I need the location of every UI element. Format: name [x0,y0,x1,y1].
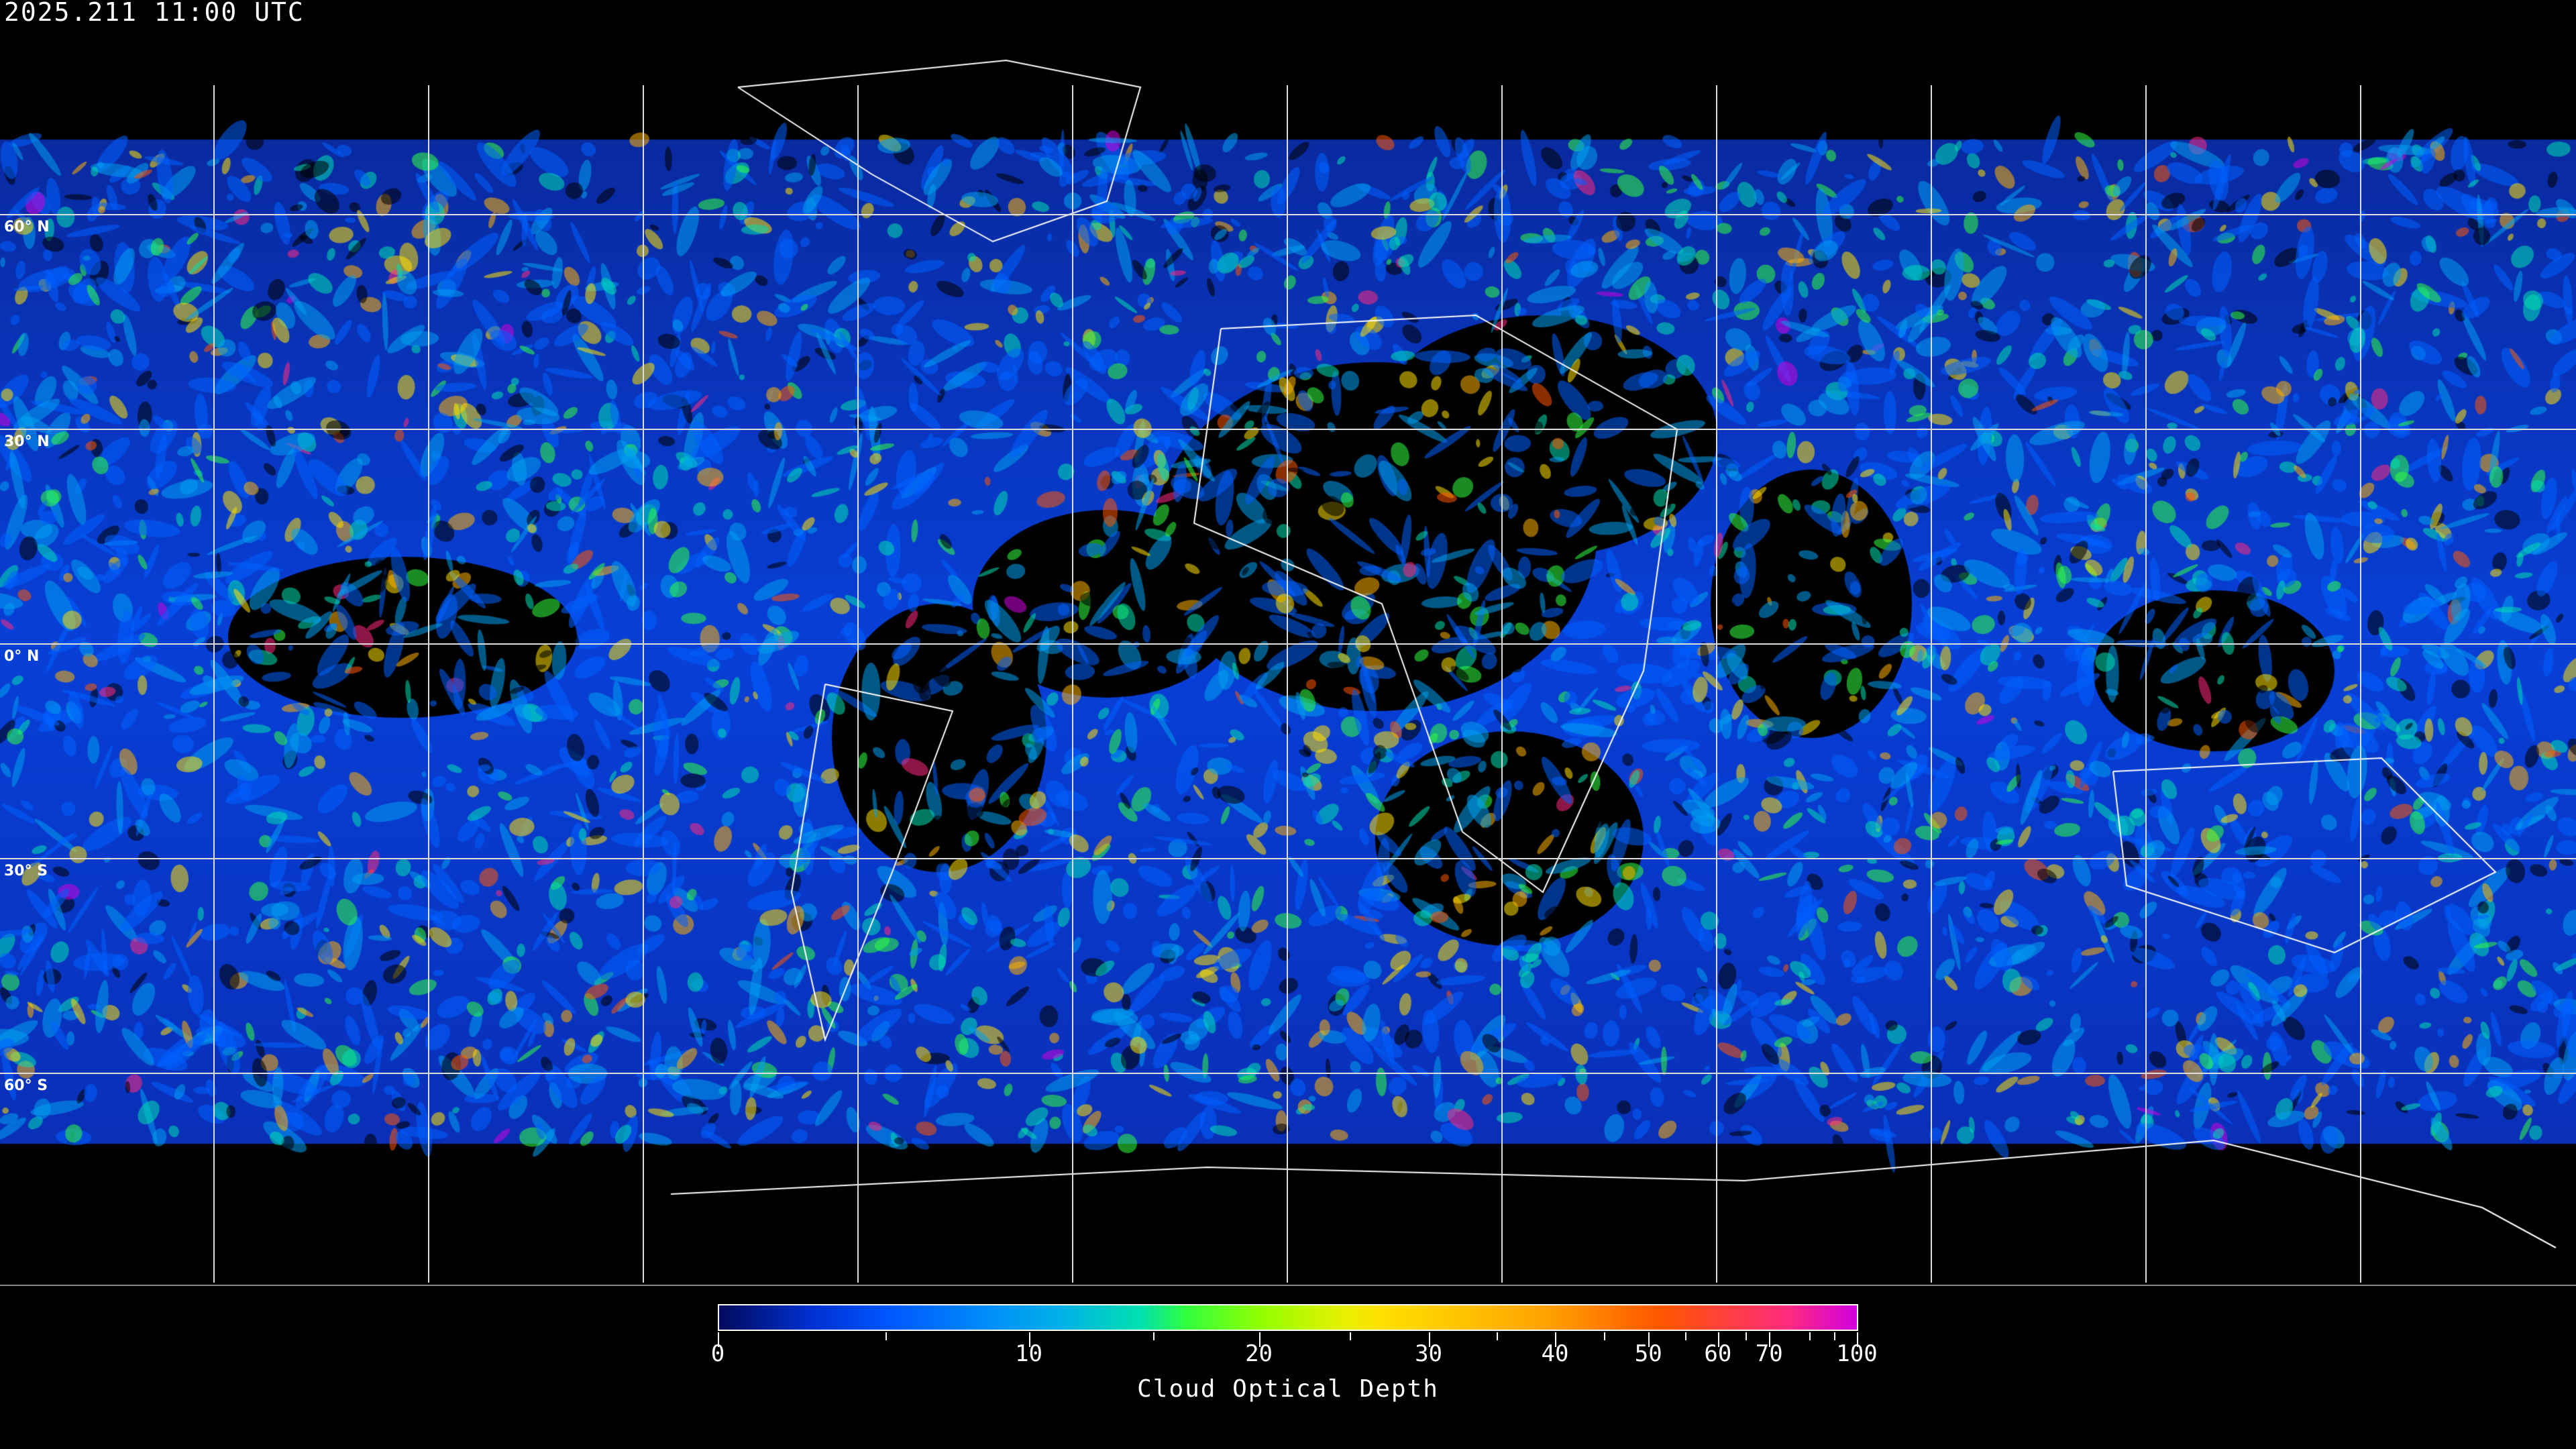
colorbar-tick-label: 100 [1836,1340,1878,1367]
longitude-gridline [2145,85,2147,1283]
colorbar-tick [1604,1332,1606,1340]
longitude-gridline [213,85,215,1283]
colorbar-tick-label: 60 [1704,1340,1732,1367]
colorbar-tick [1857,1332,1858,1347]
colorbar-tick-label: 50 [1634,1340,1662,1367]
colorbar-tick [1809,1332,1811,1340]
colorbar-tick [1258,1332,1260,1347]
timestamp: 2025.211 11:00 UTC [4,0,305,27]
lat-label-60s: 60° S [4,1077,48,1094]
lat-label-0: 0° N [4,648,40,665]
lat-label-30n: 30° N [4,433,50,450]
colorbar-tick-label: 30 [1415,1340,1443,1367]
colorbar-tick [1684,1332,1686,1340]
colorbar-tick [1555,1332,1557,1347]
latitude-gridline [0,1073,2576,1074]
map-bottom-border [0,1285,2576,1286]
colorbar-tick-label: 10 [1015,1340,1043,1367]
latitude-gridline [0,858,2576,859]
colorbar-tick-label: 70 [1755,1340,1783,1367]
lat-label-60n: 60° N [4,219,50,235]
colorbar-tick-label: 20 [1245,1340,1273,1367]
colorbar-tick [1028,1332,1030,1347]
colorbar-tick-label: 0 [710,1340,725,1367]
latitude-gridline [0,643,2576,645]
longitude-gridline [428,85,429,1283]
colorbar-tick [1428,1332,1430,1347]
colorbar-tick [885,1332,887,1340]
longitude-gridline [1072,85,1073,1283]
longitude-gridline [1501,85,1503,1283]
longitude-gridline [643,85,644,1283]
colorbar-tick [1648,1332,1650,1347]
lat-label-30s: 30° S [4,863,48,879]
latitude-gridline [0,214,2576,215]
colorbar-tick [1769,1332,1771,1347]
colorbar-title: Cloud Optical Depth [1137,1375,1439,1403]
longitude-gridline [1716,85,1717,1283]
longitude-gridline [2360,85,2361,1283]
colorbar-tick [718,1332,719,1347]
longitude-gridline [857,85,859,1283]
latitude-gridline [0,429,2576,430]
colorbar-tick [1497,1332,1499,1340]
colorbar [718,1304,1858,1331]
colorbar-tick [1152,1332,1155,1340]
cloud-optical-depth-map [0,0,2576,1288]
longitude-gridline [1931,85,1932,1283]
colorbar-tick-label: 40 [1541,1340,1569,1367]
longitude-gridline [1287,85,1288,1283]
colorbar-tick [1717,1332,1719,1347]
colorbar-tick [1834,1332,1836,1340]
colorbar-tick [1745,1332,1747,1340]
colorbar-tick [1350,1332,1352,1340]
